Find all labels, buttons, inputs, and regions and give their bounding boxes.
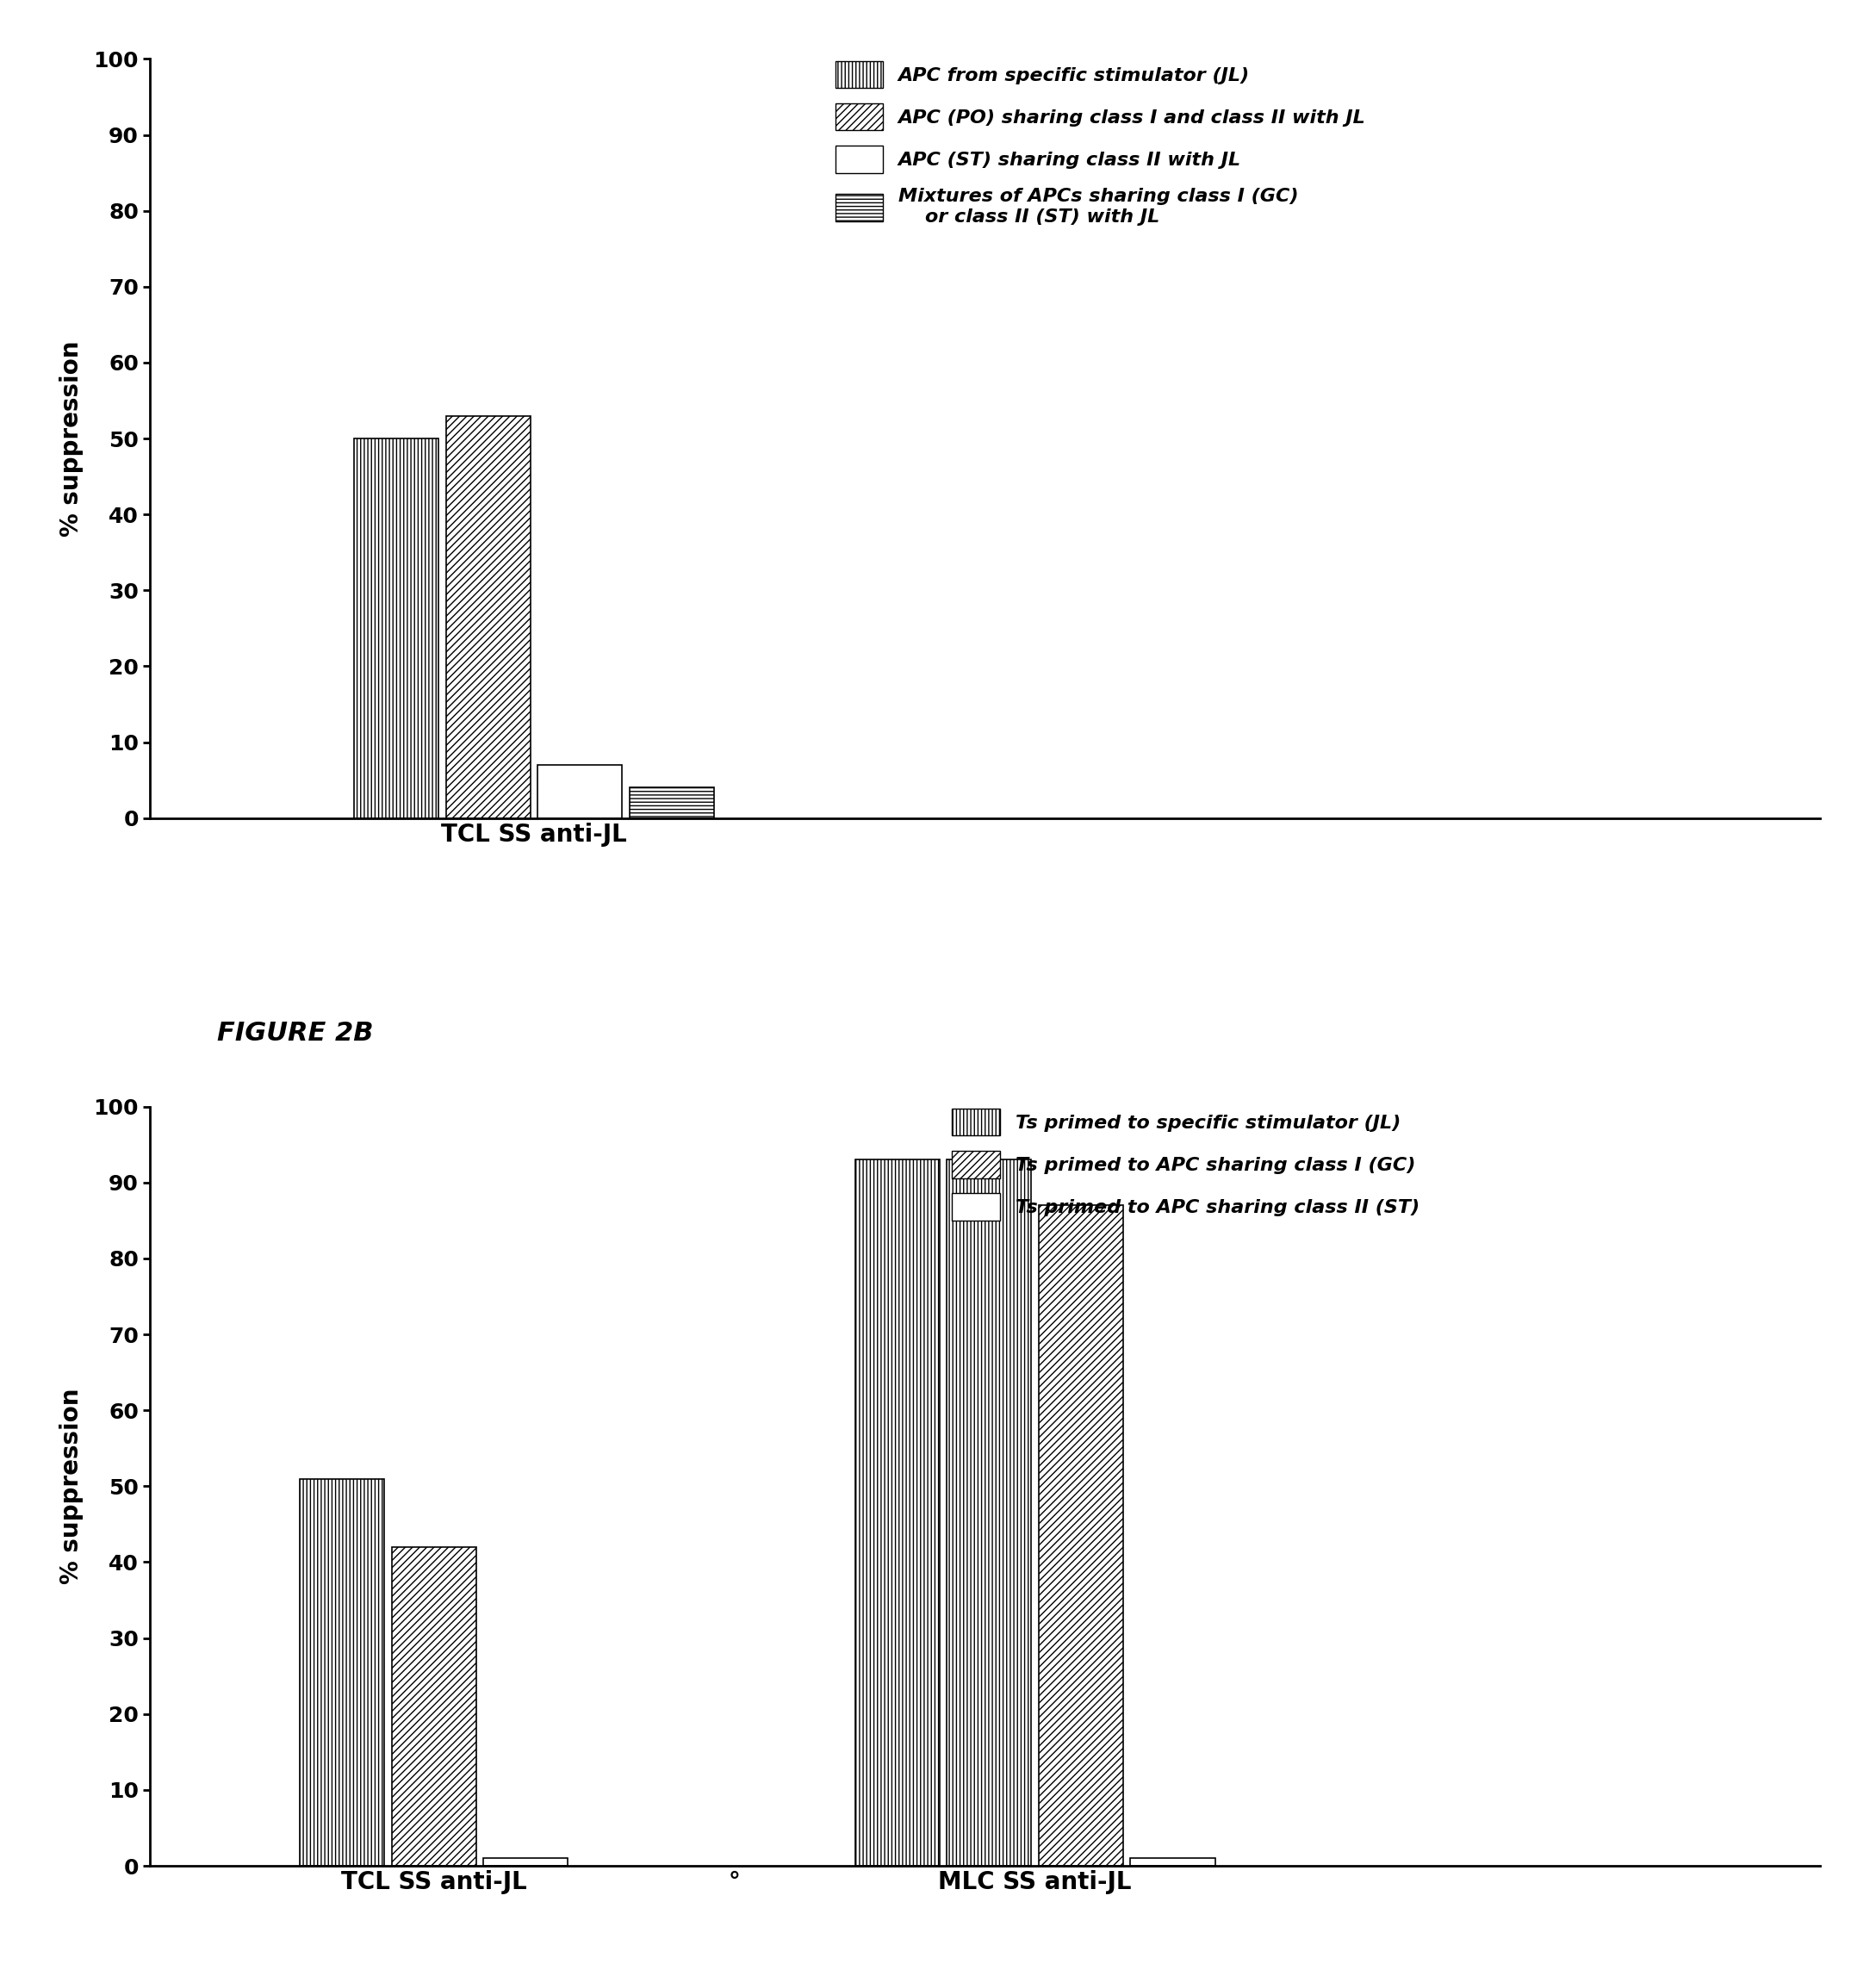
Bar bbox=[446, 416, 531, 819]
Bar bbox=[355, 438, 439, 819]
Text: FIGURE 2B: FIGURE 2B bbox=[218, 1021, 373, 1047]
Bar bbox=[538, 764, 623, 819]
Bar bbox=[392, 1548, 477, 1866]
Bar bbox=[855, 1161, 940, 1866]
Bar bbox=[1039, 1206, 1124, 1866]
Bar bbox=[300, 1479, 385, 1866]
Legend: Ts primed to specific stimulator (JL), Ts primed to APC sharing class I (GC), Ts: Ts primed to specific stimulator (JL), T… bbox=[944, 1102, 1428, 1228]
Legend: APC from specific stimulator (JL), APC (PO) sharing class I and class II with JL: APC from specific stimulator (JL), APC (… bbox=[827, 53, 1373, 234]
Bar bbox=[1131, 1858, 1216, 1866]
Y-axis label: % suppression: % suppression bbox=[60, 1389, 84, 1585]
Bar bbox=[484, 1858, 568, 1866]
Bar bbox=[630, 788, 715, 819]
Y-axis label: % suppression: % suppression bbox=[60, 340, 84, 536]
Bar bbox=[947, 1161, 1032, 1866]
